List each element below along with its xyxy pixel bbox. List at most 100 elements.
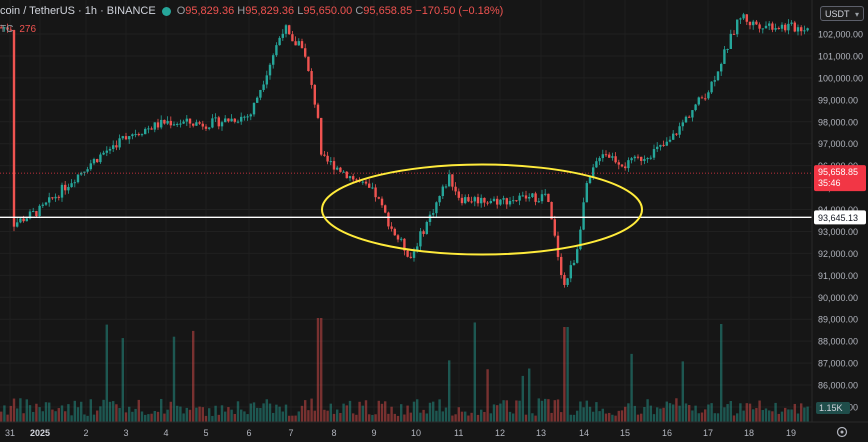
candle-body: [486, 202, 489, 204]
volume-bar: [435, 410, 438, 422]
candle-body: [720, 63, 723, 72]
candle-body: [316, 104, 320, 118]
candle-body: [611, 156, 614, 158]
volume-bar: [780, 411, 784, 422]
candle-body: [307, 56, 310, 72]
candle-body: [217, 117, 220, 127]
price-axis-label: 99,000.00: [818, 95, 858, 105]
volume-bar: [220, 405, 224, 422]
volume-bar: [668, 403, 672, 422]
candle-body: [652, 149, 656, 158]
volume-bar: [310, 398, 313, 422]
candle-body: [675, 133, 678, 135]
volume-bar: [9, 405, 12, 422]
volume-bar: [608, 412, 611, 422]
volume-bar: [172, 336, 176, 422]
candle-body: [22, 218, 25, 222]
volume-bar: [156, 411, 160, 422]
volume-bar: [48, 402, 51, 422]
volume-bar: [179, 406, 182, 422]
price-axis-label: 89,000.00: [818, 315, 858, 325]
candle-body: [380, 198, 384, 206]
candle-body: [86, 169, 89, 172]
candle-body: [150, 128, 153, 130]
candle-body: [588, 176, 592, 184]
volume-bar: [617, 410, 620, 422]
candle-body: [230, 118, 233, 122]
volume-bar: [566, 327, 569, 422]
candle-body: [73, 182, 76, 184]
volume-bar: [665, 401, 668, 422]
candle-body: [147, 128, 150, 130]
volume-bar: [22, 413, 25, 422]
candle-body: [38, 205, 41, 217]
volume-bar: [396, 415, 400, 422]
volume-bar: [492, 404, 496, 422]
volume-bar: [720, 323, 723, 422]
volume-bar: [604, 413, 608, 422]
candle-body: [336, 167, 339, 170]
candle-body: [467, 197, 470, 202]
candle-body: [697, 97, 700, 105]
volume-bar: [761, 410, 764, 422]
volume-bar: [307, 410, 310, 422]
volume-bar: [393, 413, 396, 422]
time-axis-label: 6: [247, 428, 252, 438]
candle-body: [521, 195, 524, 197]
volume-bar: [508, 411, 512, 422]
candle-body: [278, 37, 281, 46]
volume-bar: [380, 403, 384, 422]
candle-body: [672, 133, 675, 140]
candle-body: [89, 163, 92, 170]
annotation-ellipse[interactable]: [321, 163, 643, 256]
candle-body: [604, 154, 608, 156]
candle-body: [118, 138, 121, 148]
candle-body: [0, 27, 3, 29]
candle-body: [694, 104, 697, 111]
candle-body: [368, 183, 371, 188]
volume-bar: [614, 415, 617, 422]
volume-bar: [80, 401, 83, 422]
candle-body: [121, 136, 124, 139]
candle-body: [761, 28, 764, 30]
volume-bar: [582, 407, 585, 422]
volume-bar: [556, 399, 560, 422]
volume-bar: [198, 406, 201, 422]
symbol-title[interactable]: coin / TetherUS · 1h · BINANCE: [0, 5, 156, 17]
candle-body: [780, 24, 784, 29]
volume-bar: [89, 399, 92, 422]
volume-bar: [249, 403, 252, 422]
candle-body: [102, 152, 105, 155]
time-axis[interactable]: [0, 422, 868, 442]
volume-bar: [745, 403, 748, 422]
candle-body: [236, 121, 240, 123]
volume-bar: [470, 412, 473, 422]
volume-bar: [406, 405, 409, 422]
time-axis-label: 3: [124, 428, 129, 438]
gear-icon[interactable]: [836, 426, 848, 438]
candle-body: [400, 238, 403, 240]
candle-body: [393, 228, 396, 236]
candle-body: [640, 156, 643, 161]
volume-bar: [236, 401, 240, 422]
symbol-header: coin / TetherUS · 1h · BINANCE O95,829.3…: [0, 5, 503, 17]
candle-body: [3, 27, 6, 29]
volume-bar: [428, 402, 432, 422]
candle-body: [252, 102, 256, 115]
volume-bar: [601, 408, 604, 422]
volume-bar: [297, 411, 300, 422]
volume-bar: [572, 414, 576, 422]
candle-body: [518, 195, 521, 201]
candle-body: [44, 202, 48, 205]
volume-bar: [777, 413, 780, 422]
volume-bar: [211, 415, 214, 422]
candle-body: [265, 75, 268, 85]
volume-bar: [640, 413, 643, 422]
candle-body: [787, 23, 790, 31]
candle-body: [195, 122, 198, 126]
currency-selector[interactable]: USDT: [820, 6, 864, 22]
volume-bar: [748, 403, 752, 422]
candle-body: [508, 200, 512, 205]
volume-bar: [256, 407, 259, 422]
